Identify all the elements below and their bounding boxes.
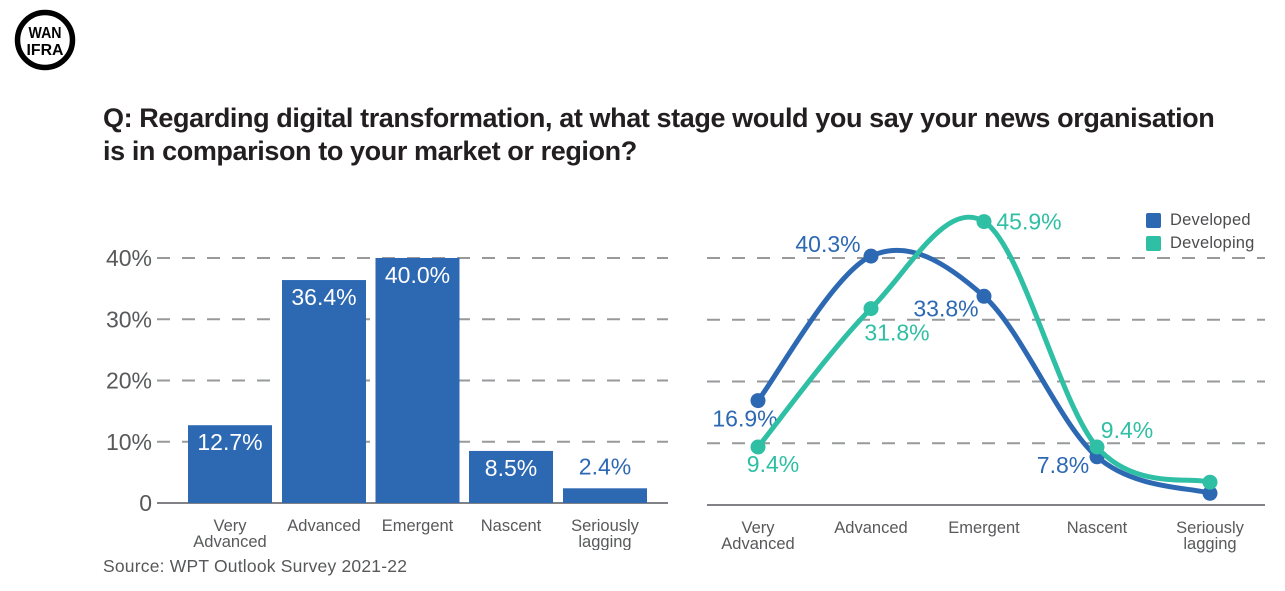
y-axis-tick-label: 0 bbox=[139, 490, 152, 516]
bar-advanced bbox=[282, 280, 366, 503]
point-value-label: 9.4% bbox=[747, 451, 799, 477]
x-axis-category-label: lagging bbox=[578, 533, 631, 550]
x-axis-category-label: Seriously bbox=[1176, 519, 1245, 537]
point-value-label: 33.8% bbox=[913, 295, 978, 321]
point-value-label: 31.8% bbox=[864, 320, 929, 346]
bar-chart: 0 10% 20% 30% 40% 12.7% 36.4% 40.0% 8.5% 2.4% Very… bbox=[106, 245, 668, 550]
data-point-developing bbox=[1089, 439, 1105, 455]
x-axis-category-label: Advanced bbox=[834, 519, 907, 537]
bar-value-label: 8.5% bbox=[485, 455, 537, 481]
bar-value-label: 2.4% bbox=[579, 453, 631, 479]
point-value-label: 7.8% bbox=[1037, 452, 1089, 478]
data-point-developed bbox=[976, 288, 992, 304]
y-axis-tick-label: 40% bbox=[106, 245, 152, 271]
bar-value-label: 40.0% bbox=[385, 262, 450, 288]
point-value-label: 9.4% bbox=[1101, 417, 1153, 443]
bar-very-advanced bbox=[188, 425, 272, 503]
point-value-label: 16.9% bbox=[712, 406, 777, 432]
x-axis-category-label: Advanced bbox=[287, 517, 360, 535]
x-axis-category-label: lagging bbox=[1183, 535, 1236, 553]
line-chart: 16.9% 40.3% 33.8% 7.8% 9.4% 31.8% 45.9% 9.4% Ver… bbox=[707, 209, 1265, 553]
legend-label-developed: Developed bbox=[1170, 211, 1251, 229]
bar-emergent bbox=[375, 258, 460, 503]
y-axis-tick-label: 10% bbox=[106, 429, 152, 455]
x-axis-category-label: Very bbox=[213, 517, 247, 535]
question-title-line1: Q: Regarding digital transformation, at … bbox=[103, 103, 1215, 133]
data-point-developing bbox=[1202, 474, 1218, 490]
legend-label-developing: Developing bbox=[1170, 234, 1255, 252]
x-axis-category-label: Emergent bbox=[948, 519, 1020, 537]
bar-value-label: 12.7% bbox=[197, 429, 262, 455]
x-axis-category-label: Very bbox=[741, 519, 775, 537]
y-axis-tick-label: 20% bbox=[106, 368, 152, 394]
bar-nascent bbox=[469, 450, 553, 503]
data-point-developing bbox=[750, 439, 766, 455]
source-caption: Source: WPT Outlook Survey 2021-22 bbox=[103, 556, 408, 576]
x-axis-category-label: Seriously bbox=[571, 517, 640, 535]
y-axis-tick-label: 30% bbox=[106, 306, 152, 332]
x-axis-category-label: Nascent bbox=[481, 517, 542, 535]
wan-ifra-logo: WAN IFRA bbox=[14, 9, 76, 71]
developing-swatch-icon bbox=[1146, 236, 1161, 251]
data-point-developed bbox=[1202, 485, 1218, 501]
logo-text-line1: WAN bbox=[29, 25, 62, 42]
bar-value-label: 36.4% bbox=[291, 284, 356, 310]
question-title-line2: is in comparison to your market or regio… bbox=[103, 136, 637, 166]
x-axis-category-label: Nascent bbox=[1067, 519, 1128, 537]
question-title: Q: Regarding digital transformation, at … bbox=[103, 102, 1278, 168]
point-value-label: 45.9% bbox=[996, 209, 1061, 235]
x-axis-category-label: Advanced bbox=[193, 533, 266, 550]
data-point-developed bbox=[750, 393, 766, 409]
series-line-developed bbox=[755, 247, 1213, 496]
x-axis-category-label: Advanced bbox=[721, 535, 794, 553]
point-value-label: 40.3% bbox=[795, 231, 860, 257]
data-point-developing bbox=[976, 214, 992, 230]
logo-circle bbox=[14, 9, 76, 71]
bar-seriously-lagging bbox=[563, 488, 647, 503]
legend-item-developing: Developing bbox=[1146, 234, 1255, 253]
logo-text-line2: IFRA bbox=[27, 42, 64, 59]
data-point-developed bbox=[863, 248, 879, 264]
data-point-developing bbox=[863, 301, 879, 317]
legend-item-developed: Developed bbox=[1146, 211, 1255, 230]
chart-legend: Developed Developing bbox=[1146, 211, 1255, 253]
x-axis-category-label: Emergent bbox=[382, 517, 454, 535]
developed-swatch-icon bbox=[1146, 213, 1161, 228]
